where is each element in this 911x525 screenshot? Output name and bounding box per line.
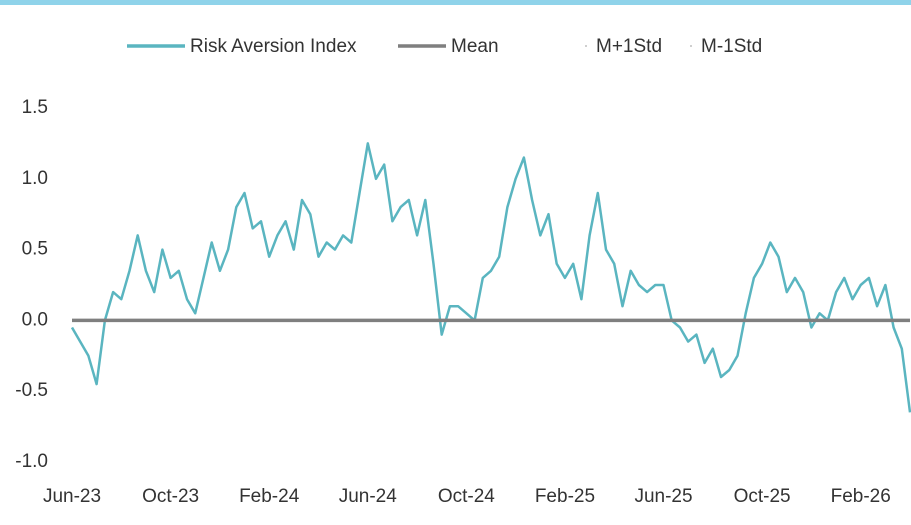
y-tick-label: 1.5	[22, 97, 48, 118]
legend-label: M-1Std	[701, 36, 762, 57]
y-tick-label: 1.0	[22, 168, 48, 189]
x-tick-label: Oct-23	[142, 486, 199, 507]
x-tick-label: Feb-24	[239, 486, 300, 507]
y-tick-label: -0.5	[15, 380, 48, 401]
x-tick-label: Oct-25	[734, 486, 791, 507]
legend-label: Mean	[451, 36, 499, 57]
x-tick-label: Feb-25	[535, 486, 595, 507]
top-border	[0, 0, 911, 5]
x-tick-label: Oct-24	[438, 486, 495, 507]
y-tick-label: -1.0	[15, 451, 48, 472]
x-tick-label: Jun-23	[43, 486, 101, 507]
legend-label: Risk Aversion Index	[190, 36, 357, 57]
x-tick-label: Jun-25	[634, 486, 692, 507]
x-tick-label: Feb-26	[831, 486, 891, 507]
series-line	[70, 142, 911, 413]
x-tick-label: Jun-24	[339, 486, 398, 507]
y-tick-label: 0.5	[22, 239, 48, 260]
legend-label: M+1Std	[596, 36, 662, 57]
y-tick-label: 0.0	[22, 309, 48, 330]
